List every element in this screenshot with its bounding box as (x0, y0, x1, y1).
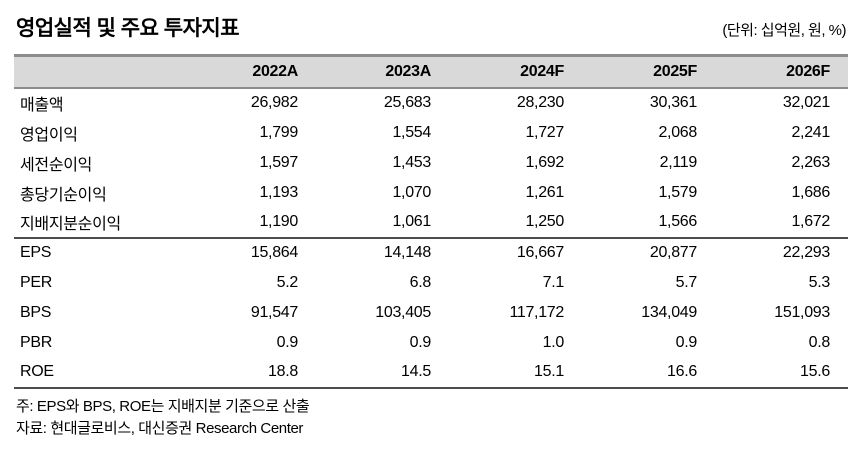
cell-value: 151,093 (774, 303, 830, 321)
table-row-pbr: PBR 0.9 0.9 1.0 0.9 0.8 (14, 328, 848, 358)
row-label: 지배지분순이익 (20, 216, 121, 234)
cell-value: 1,692 (525, 153, 564, 171)
cell-value: 2,263 (791, 153, 830, 171)
table-head: 2022A 2023A 2024F 2025F 2026F (14, 55, 848, 88)
cell-value: 0.9 (276, 333, 299, 351)
cell-value: 14,148 (383, 244, 431, 262)
cell-value: 15.1 (534, 363, 564, 381)
cell-value: 1,070 (392, 183, 431, 201)
cell-value: 1,799 (259, 123, 298, 141)
cell-value: 22,293 (782, 244, 830, 262)
row-label: BPS (20, 303, 52, 321)
cell-value: 30,361 (649, 94, 697, 112)
cell-value: 26,982 (250, 94, 298, 112)
cell-value: 28,230 (516, 94, 564, 112)
cell-value: 25,683 (383, 94, 431, 112)
cell-value: 134,049 (641, 303, 697, 321)
cell-value: 7.1 (542, 273, 565, 291)
table-row-bps: BPS 91,547 103,405 117,172 134,049 151,0… (14, 298, 848, 328)
table-header-bar: 영업실적 및 주요 투자지표 (단위: 십억원, 원, %) (14, 12, 848, 54)
cell-value: 1.0 (542, 333, 565, 351)
column-header-2023a: 2023A (385, 62, 431, 80)
cell-value: 1,579 (658, 183, 697, 201)
table-row-roe: ROE 18.8 14.5 15.1 16.6 15.6 (14, 358, 848, 388)
row-label-column-header (14, 56, 165, 88)
row-label: PBR (20, 333, 52, 351)
cell-value: 1,261 (525, 183, 564, 201)
cell-value: 5.3 (808, 273, 831, 291)
row-label: EPS (20, 244, 52, 262)
cell-value: 2,068 (658, 123, 697, 141)
cell-value: 14.5 (401, 363, 431, 381)
cell-value: 1,190 (259, 213, 298, 231)
row-label: 매출액 (20, 97, 64, 115)
cell-value: 16,667 (516, 244, 564, 262)
row-label: 영업이익 (20, 126, 78, 144)
table-row-eps: EPS 15,864 14,148 16,667 20,877 22,293 (14, 238, 848, 268)
cell-value: 1,193 (259, 183, 298, 201)
column-header-2026f: 2026F (786, 62, 830, 80)
row-label: 총당기순이익 (20, 186, 107, 204)
cell-value: 1,566 (658, 213, 697, 231)
cell-value: 91,547 (250, 303, 298, 321)
table-row-revenue: 매출액 26,982 25,683 28,230 30,361 32,021 (14, 88, 848, 118)
financials-table: 2022A 2023A 2024F 2025F 2026F 매출액 26,982… (14, 54, 848, 389)
source-note: 자료: 현대글로비스, 대신증권 Research Center (16, 419, 304, 437)
footnote: 주: EPS와 BPS, ROE는 지배지분 기준으로 산출 (16, 397, 310, 415)
page-title: 영업실적 및 주요 투자지표 (16, 17, 240, 40)
row-label: 세전순이익 (20, 156, 93, 174)
cell-value: 1,727 (525, 123, 564, 141)
cell-value: 1,250 (525, 213, 564, 231)
table-footnotes: 주: EPS와 BPS, ROE는 지배지분 기준으로 산출 자료: 현대글로비… (14, 389, 848, 440)
cell-value: 1,453 (392, 153, 431, 171)
earnings-section: 매출액 26,982 25,683 28,230 30,361 32,021 영… (14, 88, 848, 238)
cell-value: 2,119 (659, 153, 698, 171)
column-header-2022a: 2022A (252, 62, 298, 80)
cell-value: 1,061 (392, 213, 431, 231)
cell-value: 1,686 (791, 183, 830, 201)
table-row-total-net-profit: 총당기순이익 1,193 1,070 1,261 1,579 1,686 (14, 178, 848, 208)
table-row-operating-profit: 영업이익 1,799 1,554 1,727 2,068 2,241 (14, 118, 848, 148)
cell-value: 15,864 (250, 244, 298, 262)
table-row-per: PER 5.2 6.8 7.1 5.7 5.3 (14, 268, 848, 298)
cell-value: 6.8 (409, 273, 432, 291)
cell-value: 16.6 (667, 363, 697, 381)
column-header-2025f: 2025F (653, 62, 697, 80)
cell-value: 0.8 (808, 333, 831, 351)
unit-note: (단위: 십억원, 원, %) (722, 22, 846, 40)
cell-value: 32,021 (782, 94, 830, 112)
cell-value: 18.8 (268, 363, 298, 381)
cell-value: 20,877 (649, 244, 697, 262)
cell-value: 1,597 (259, 153, 298, 171)
cell-value: 0.9 (675, 333, 698, 351)
cell-value: 5.2 (276, 273, 299, 291)
cell-value: 5.7 (675, 273, 698, 291)
cell-value: 0.9 (409, 333, 432, 351)
row-label: PER (20, 273, 52, 291)
column-header-2024f: 2024F (520, 62, 564, 80)
cell-value: 2,241 (791, 123, 830, 141)
cell-value: 15.6 (800, 363, 830, 381)
cell-value: 117,172 (509, 303, 564, 321)
table-row-controlling-net-profit: 지배지분순이익 1,190 1,061 1,250 1,566 1,672 (14, 208, 848, 238)
cell-value: 103,405 (375, 303, 431, 321)
table-row-pretax-profit: 세전순이익 1,597 1,453 1,692 2,119 2,263 (14, 148, 848, 178)
column-header-row: 2022A 2023A 2024F 2025F 2026F (14, 55, 848, 88)
cell-value: 1,672 (791, 213, 830, 231)
valuation-section: EPS 15,864 14,148 16,667 20,877 22,293 P… (14, 237, 848, 388)
row-label: ROE (20, 363, 54, 381)
cell-value: 1,554 (392, 123, 431, 141)
